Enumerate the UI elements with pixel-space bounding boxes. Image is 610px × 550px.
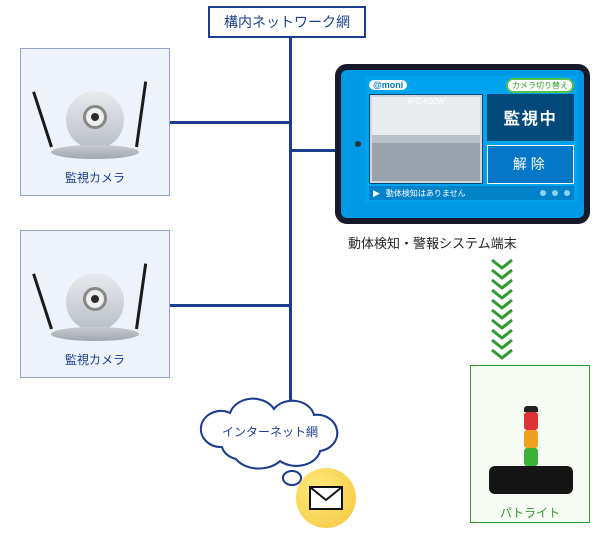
patlite-label: パトライト <box>471 500 589 527</box>
terminal-tablet: @moni カメラ切り替え IPC-600W 監視中 解除 ▶ 動体検知はありま… <box>335 64 590 224</box>
network-header: 構内ネットワーク網 <box>208 6 366 38</box>
ticker-text: 動体検知はありません <box>386 188 466 199</box>
tablet-camera-dot <box>355 141 361 147</box>
line-to-terminal <box>290 149 340 152</box>
release-button[interactable]: 解除 <box>487 145 574 184</box>
line-to-camera1 <box>168 121 290 124</box>
network-header-label: 構内ネットワーク網 <box>224 14 350 30</box>
terminal-caption: 動体検知・警報システム端末 <box>348 233 517 252</box>
green-arrow <box>490 256 514 366</box>
camera-feed: IPC-600W <box>369 94 483 184</box>
mail-icon <box>296 468 356 528</box>
line-vertical-main <box>289 30 292 400</box>
camera-illustration <box>30 237 160 347</box>
status-panel: 監視中 <box>487 94 574 141</box>
feed-title: IPC-600W <box>408 97 445 106</box>
camera-box-2: 監視カメラ <box>20 230 170 378</box>
cloud-label-svg: インターネット網 <box>222 425 318 439</box>
camera-box-1: 監視カメラ <box>20 48 170 196</box>
signal-tower-illustration <box>471 370 591 500</box>
camera-1-label: 監視カメラ <box>21 165 169 192</box>
camera-switch-button[interactable]: カメラ切り替え <box>506 78 574 93</box>
camera-illustration <box>30 55 160 165</box>
tablet-status-bar: ▶ 動体検知はありません <box>369 186 574 200</box>
camera-2-label: 監視カメラ <box>21 347 169 374</box>
patlite-box: パトライト <box>470 365 590 523</box>
tablet-brand: @moni <box>369 80 407 90</box>
line-to-camera2 <box>168 304 290 307</box>
tablet-screen: @moni カメラ切り替え IPC-600W 監視中 解除 ▶ 動体検知はありま… <box>365 76 578 202</box>
